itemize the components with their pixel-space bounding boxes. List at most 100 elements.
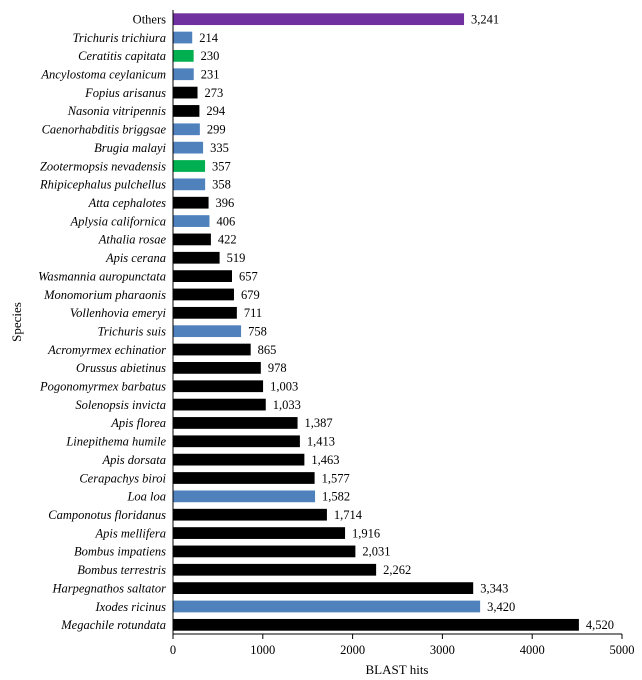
category-label: Others [133, 12, 166, 26]
value-label: 406 [216, 214, 235, 228]
value-label: 294 [206, 104, 226, 118]
bar [173, 215, 210, 227]
category-label: Wasmannia auropunctata [38, 269, 166, 283]
category-label: Aplysia californica [70, 214, 166, 228]
category-label: Camponotus floridanus [48, 508, 166, 522]
value-label: 1,413 [307, 435, 335, 449]
value-label: 396 [216, 196, 235, 210]
value-label: 1,582 [322, 490, 350, 504]
bar [173, 288, 234, 301]
category-label: Linepithema humile [65, 435, 166, 449]
bar [173, 545, 356, 558]
category-label: Nasonia vitripennis [67, 104, 166, 118]
category-label: Bombus terrestris [77, 563, 166, 577]
value-label: 1,916 [352, 526, 380, 540]
bar [173, 325, 242, 338]
value-label: 519 [227, 251, 246, 265]
value-label: 1,463 [311, 453, 339, 467]
value-label: 679 [241, 288, 260, 302]
value-label: 1,033 [273, 398, 301, 412]
value-label: 865 [258, 343, 277, 357]
x-tick-label: 1000 [250, 643, 275, 657]
value-label: 214 [199, 31, 219, 45]
category-label: Acromyrmex echinatior [47, 343, 166, 357]
bar [173, 270, 232, 282]
x-tick-label: 3000 [430, 643, 455, 657]
value-label: 657 [239, 269, 258, 283]
category-label: Loa loa [126, 490, 166, 504]
category-label: Vollenhovia emeryi [70, 306, 167, 320]
value-label: 422 [218, 233, 237, 247]
category-label: Caenorhabditis briggsae [42, 123, 167, 137]
category-label: Ancylostoma ceylanicum [40, 68, 166, 82]
category-label: Rhipicephalus pulchellus [39, 178, 166, 192]
category-label: Solenopsis invicta [75, 398, 166, 412]
value-label: 1,003 [270, 380, 298, 394]
category-label: Trichuris trichiura [73, 31, 166, 45]
value-label: 711 [244, 306, 262, 320]
category-label: Orussus abietinus [76, 361, 166, 375]
bar [173, 306, 237, 319]
bar [173, 618, 579, 631]
value-labels: 3,241 214 230 231 273 294 299 335 357 358 396 406 42… [199, 12, 614, 632]
x-tick-label: 0 [170, 643, 176, 657]
value-label: 357 [212, 159, 231, 173]
x-tick-label: 4000 [520, 643, 545, 657]
category-label: Fopius arisanus [84, 86, 166, 100]
bar [173, 417, 298, 429]
value-label: 1,714 [334, 508, 363, 522]
category-label: Monomorium pharaonis [43, 288, 166, 302]
x-tick-label: 2000 [340, 643, 365, 657]
category-label: Apis dorsata [101, 453, 166, 467]
category-label: Apis mellifera [95, 526, 166, 540]
bar [173, 362, 261, 374]
bar [173, 343, 251, 356]
bar [173, 160, 206, 172]
y-axis-title: Species [9, 302, 24, 342]
value-label: 1,387 [305, 416, 333, 430]
category-label: Bombus impatiens [74, 545, 166, 559]
bar [173, 50, 194, 62]
category-label: Apis florea [110, 416, 166, 430]
bar [173, 435, 300, 448]
bars-group [173, 13, 579, 631]
value-label: 978 [268, 361, 287, 375]
bar [173, 453, 305, 466]
value-label: 2,031 [362, 545, 390, 559]
value-label: 358 [212, 178, 231, 192]
category-label: Cerapachys biroi [79, 471, 166, 485]
bar [173, 472, 315, 484]
category-label: Atta cephalotes [88, 196, 167, 210]
value-label: 230 [201, 49, 220, 63]
category-label: Ixodes ricinus [95, 600, 167, 614]
value-label: 4,520 [586, 618, 614, 632]
bar [173, 233, 211, 246]
category-label: Pogonomyrmex barbatus [39, 380, 166, 394]
bar [173, 563, 377, 576]
bar [173, 86, 198, 99]
category-labels: Others Trichuris trichiura Ceratitis capit… [38, 12, 166, 632]
value-label: 2,262 [383, 563, 411, 577]
category-label: Ceratitis capitata [78, 49, 166, 63]
bar [173, 196, 209, 209]
bar [173, 13, 465, 26]
x-axis-ticks: 0 1000 2000 3000 4000 5000 [170, 634, 635, 657]
value-label: 3,420 [487, 600, 515, 614]
value-label: 231 [201, 68, 220, 82]
value-label: 273 [205, 86, 224, 100]
bar [173, 178, 206, 191]
category-label: Brugia malayi [94, 141, 166, 155]
bar [173, 582, 474, 594]
value-label: 3,343 [480, 581, 508, 595]
value-label: 3,241 [471, 12, 499, 26]
x-axis-title: BLAST hits [366, 662, 429, 677]
bar [173, 123, 200, 136]
bar [173, 380, 264, 393]
bar [173, 68, 194, 81]
category-label: Athalia rosae [98, 233, 167, 247]
category-label: Zootermopsis nevadensis [40, 159, 166, 173]
bar [173, 527, 346, 539]
value-label: 1,577 [322, 471, 350, 485]
bar [173, 490, 316, 503]
